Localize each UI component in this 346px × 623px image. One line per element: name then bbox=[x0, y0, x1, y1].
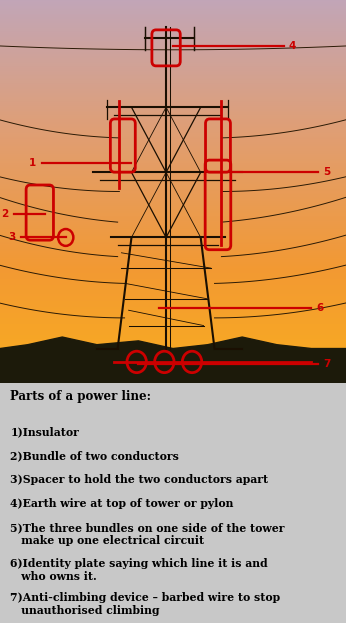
Polygon shape bbox=[0, 337, 346, 383]
Text: 5)The three bundles on one side of the tower
   make up one electrical circuit: 5)The three bundles on one side of the t… bbox=[10, 522, 285, 546]
Text: 5: 5 bbox=[324, 168, 331, 178]
Text: 4)Earth wire at top of tower or pylon: 4)Earth wire at top of tower or pylon bbox=[10, 498, 234, 509]
Text: 3: 3 bbox=[8, 232, 16, 242]
Text: 1)Insulator: 1)Insulator bbox=[10, 426, 79, 437]
Text: 6: 6 bbox=[317, 303, 324, 313]
Text: 7: 7 bbox=[324, 359, 331, 369]
Text: 2)Bundle of two conductors: 2)Bundle of two conductors bbox=[10, 450, 179, 461]
Text: 4: 4 bbox=[289, 41, 296, 51]
Text: 1: 1 bbox=[29, 158, 36, 168]
Text: 2: 2 bbox=[1, 209, 9, 219]
Text: 7)Anti-climbing device – barbed wire to stop
   unauthorised climbing: 7)Anti-climbing device – barbed wire to … bbox=[10, 592, 281, 616]
Text: 6)Identity plate saying which line it is and
   who owns it.: 6)Identity plate saying which line it is… bbox=[10, 558, 268, 582]
Text: 3)Spacer to hold the two conductors apart: 3)Spacer to hold the two conductors apar… bbox=[10, 474, 268, 485]
Text: Parts of a power line:: Parts of a power line: bbox=[10, 390, 152, 403]
